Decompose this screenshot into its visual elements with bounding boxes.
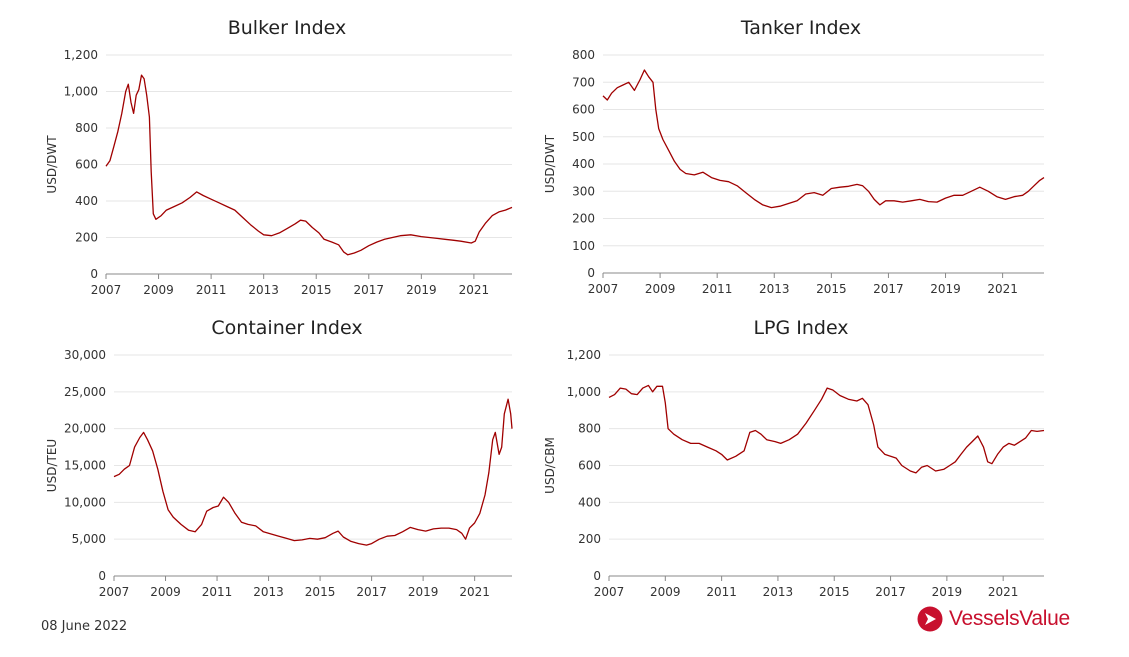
- y-tick-label: 30,000: [64, 348, 106, 362]
- y-tick-label: 5,000: [72, 532, 106, 546]
- x-tick-label: 2011: [706, 585, 737, 599]
- x-tick-label: 2007: [99, 585, 130, 599]
- y-tick-label: 1,000: [567, 385, 601, 399]
- x-tick-label: 2015: [816, 282, 847, 296]
- y-axis-label: USD/TEU: [45, 439, 59, 492]
- y-tick-label: 300: [572, 184, 595, 198]
- y-tick-label: 0: [587, 266, 595, 280]
- y-axis-label: USD/CBM: [543, 437, 557, 494]
- x-tick-label: 2013: [763, 585, 794, 599]
- vesselsvalue-logo-icon: [917, 606, 943, 632]
- x-tick-label: 2021: [988, 585, 1019, 599]
- x-tick-label: 2017: [356, 585, 387, 599]
- chart-1: Bulker Index USD/DWT 0 200 400 600 800 1,000 1,2…: [45, 17, 513, 297]
- x-tick-label: 2015: [819, 585, 850, 599]
- x-tick-label: 2019: [408, 585, 439, 599]
- y-tick-label: 600: [578, 459, 601, 473]
- y-tick-label: 25,000: [64, 385, 106, 399]
- chart-title: Container Index: [211, 317, 362, 339]
- y-tick-label: 700: [572, 75, 595, 89]
- x-tick-label: 2009: [143, 283, 174, 297]
- y-tick-label: 200: [572, 212, 595, 226]
- y-tick-label: 15,000: [64, 459, 106, 473]
- x-tick-label: 2011: [202, 585, 233, 599]
- chart-4: LPG Index USD/CBM 0 200 400 600 800 1,000 1,200 2…: [543, 317, 1045, 599]
- x-tick-label: 2019: [406, 283, 437, 297]
- y-tick-label: 1,000: [64, 85, 98, 99]
- y-tick-label: 1,200: [567, 348, 601, 362]
- y-axis-label: USD/DWT: [543, 134, 557, 193]
- y-tick-label: 200: [75, 231, 98, 245]
- chart-2: Tanker Index USD/DWT 0 100 200 300 400 500 600 70…: [543, 17, 1045, 296]
- x-tick-label: 2007: [594, 585, 625, 599]
- x-tick-label: 2013: [253, 585, 284, 599]
- chart-3: Container Index USD/TEU 0 5,000 10,000 15,000…: [45, 317, 513, 599]
- report-date: 08 June 2022: [41, 619, 128, 634]
- x-tick-label: 2009: [150, 585, 181, 599]
- y-tick-label: 200: [578, 532, 601, 546]
- x-tick-label: 2009: [645, 282, 676, 296]
- vesselsvalue-logo: VesselsValue: [917, 606, 1070, 632]
- x-tick-label: 2021: [459, 585, 490, 599]
- x-tick-label: 2007: [588, 282, 619, 296]
- x-tick-label: 2015: [301, 283, 332, 297]
- y-tick-label: 600: [75, 158, 98, 172]
- y-tick-label: 800: [75, 121, 98, 135]
- y-tick-label: 800: [578, 422, 601, 436]
- brand-name: VesselsValue: [949, 607, 1070, 630]
- y-tick-label: 400: [572, 157, 595, 171]
- series-line: [105, 74, 513, 256]
- y-tick-label: 800: [572, 48, 595, 62]
- y-tick-label: 0: [593, 569, 601, 583]
- y-tick-label: 400: [75, 194, 98, 208]
- x-tick-label: 2021: [459, 283, 490, 297]
- x-tick-label: 2019: [932, 585, 963, 599]
- y-tick-label: 600: [572, 103, 595, 117]
- chart-title: Tanker Index: [740, 17, 861, 39]
- y-axis-label: USD/DWT: [45, 135, 59, 194]
- series-line: [608, 384, 1045, 474]
- y-tick-label: 0: [90, 267, 98, 281]
- x-tick-label: 2017: [875, 585, 906, 599]
- x-tick-label: 2019: [930, 282, 961, 296]
- y-tick-label: 10,000: [64, 495, 106, 509]
- y-tick-label: 20,000: [64, 422, 106, 436]
- x-tick-label: 2015: [305, 585, 336, 599]
- series-line: [113, 398, 513, 546]
- y-tick-label: 400: [578, 495, 601, 509]
- x-tick-label: 2017: [873, 282, 904, 296]
- y-tick-label: 500: [572, 130, 595, 144]
- x-tick-label: 2011: [196, 283, 227, 297]
- x-tick-label: 2007: [91, 283, 122, 297]
- y-tick-label: 100: [572, 239, 595, 253]
- x-tick-label: 2013: [759, 282, 790, 296]
- chart-title: LPG Index: [753, 317, 848, 339]
- x-tick-label: 2017: [354, 283, 385, 297]
- x-tick-label: 2011: [702, 282, 733, 296]
- y-tick-label: 1,200: [64, 48, 98, 62]
- x-tick-label: 2009: [650, 585, 681, 599]
- chart-title: Bulker Index: [228, 17, 347, 39]
- x-tick-label: 2013: [248, 283, 279, 297]
- x-tick-label: 2021: [987, 282, 1018, 296]
- y-tick-label: 0: [98, 569, 106, 583]
- series-line: [602, 69, 1045, 209]
